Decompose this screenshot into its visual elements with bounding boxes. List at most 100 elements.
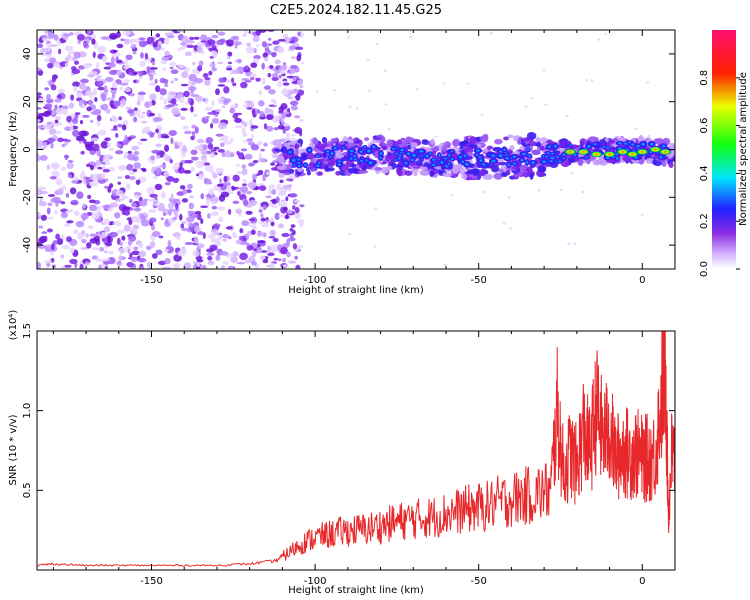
- noise-blob: [265, 219, 271, 223]
- noise-blob: [67, 174, 73, 179]
- noise-speck: [570, 171, 574, 175]
- noise-blob: [56, 188, 64, 196]
- noise-blob: [229, 104, 238, 108]
- noise-blob: [132, 71, 138, 76]
- noise-blob: [244, 30, 248, 35]
- noise-blob: [248, 119, 253, 127]
- noise-blob: [48, 57, 56, 64]
- noise-blob: [213, 231, 221, 236]
- noise-blob: [269, 244, 279, 253]
- noise-blob: [258, 185, 267, 191]
- noise-blob: [164, 181, 171, 186]
- noise-blob: [252, 35, 260, 43]
- noise-blob: [86, 163, 91, 167]
- signal-blob: [338, 141, 345, 145]
- noise-blob: [146, 186, 155, 195]
- noise-blob: [227, 61, 233, 65]
- noise-blob: [80, 150, 85, 155]
- noise-blob: [209, 152, 216, 158]
- noise-blob: [64, 141, 69, 146]
- noise-blob: [190, 149, 198, 155]
- noise-blob: [180, 107, 188, 111]
- noise-blob: [188, 222, 194, 228]
- noise-blob: [41, 231, 48, 234]
- noise-blob: [165, 104, 174, 108]
- noise-blob: [56, 40, 61, 46]
- noise-blob: [243, 178, 247, 185]
- noise-blob: [102, 168, 110, 173]
- signal-core: [528, 159, 538, 166]
- noise-blob: [137, 94, 145, 102]
- noise-speck: [565, 115, 569, 118]
- noise-speck: [646, 81, 650, 84]
- noise-blob: [201, 264, 207, 269]
- noise-blob: [284, 214, 289, 220]
- noise-blob: [261, 41, 267, 48]
- noise-speck: [315, 90, 319, 93]
- noise-blob: [138, 176, 147, 183]
- signal-core: [526, 153, 533, 159]
- noise-blob: [172, 216, 177, 221]
- noise-blob: [258, 220, 266, 225]
- noise-blob: [200, 34, 208, 42]
- noise-blob: [253, 54, 261, 60]
- noise-blob: [97, 45, 107, 53]
- noise-blob: [206, 213, 211, 219]
- signal-blob: [312, 137, 318, 145]
- noise-blob: [208, 188, 215, 196]
- noise-blob: [114, 150, 124, 155]
- noise-blob: [189, 36, 195, 41]
- y-tick-label: 40: [22, 48, 33, 61]
- noise-blob: [57, 137, 64, 143]
- noise-blob: [105, 108, 111, 114]
- noise-blob: [211, 117, 220, 124]
- noise-blob: [173, 208, 177, 215]
- x-tick-label: -150: [140, 576, 163, 587]
- noise-blob: [160, 59, 167, 65]
- noise-blob: [246, 230, 252, 237]
- noise-blob: [220, 142, 225, 147]
- noise-blob: [83, 62, 91, 69]
- noise-blob: [92, 51, 96, 58]
- noise-blob: [63, 33, 71, 37]
- signal-blob: [385, 154, 391, 162]
- signal-blob: [480, 135, 489, 143]
- noise-blob: [184, 130, 192, 135]
- noise-blob: [170, 80, 175, 84]
- noise-blob: [127, 153, 136, 161]
- noise-blob: [152, 176, 158, 180]
- signal-core: [473, 152, 481, 157]
- noise-speck: [581, 190, 585, 194]
- noise-blob: [190, 135, 195, 141]
- noise-blob: [299, 84, 304, 89]
- noise-blob: [225, 226, 233, 230]
- signal-blob: [567, 156, 575, 164]
- signal-core: [639, 140, 648, 148]
- signal-blob: [668, 142, 675, 151]
- signal-blob: [342, 136, 348, 143]
- noise-blob: [99, 154, 104, 162]
- noise-speck: [443, 263, 447, 266]
- noise-blob: [214, 241, 222, 247]
- noise-blob: [123, 78, 130, 84]
- noise-blob: [244, 259, 250, 264]
- snr-y-label: SNR (10 * v/v): [8, 414, 19, 485]
- noise-blob: [71, 180, 78, 184]
- noise-blob: [108, 147, 115, 152]
- noise-blob: [274, 212, 280, 220]
- noise-blob: [81, 170, 85, 176]
- noise-blob: [258, 90, 263, 96]
- noise-blob: [167, 240, 172, 248]
- signal-core: [446, 161, 452, 167]
- noise-blob: [104, 137, 111, 142]
- signal-blob: [520, 166, 525, 173]
- noise-blob: [176, 191, 184, 196]
- noise-blob: [163, 153, 169, 161]
- noise-blob: [194, 126, 199, 134]
- noise-blob: [120, 38, 125, 42]
- noise-blob: [115, 189, 124, 197]
- noise-speck: [482, 190, 486, 194]
- noise-blob: [84, 261, 90, 266]
- noise-blob: [271, 51, 277, 58]
- noise-blob: [104, 266, 109, 269]
